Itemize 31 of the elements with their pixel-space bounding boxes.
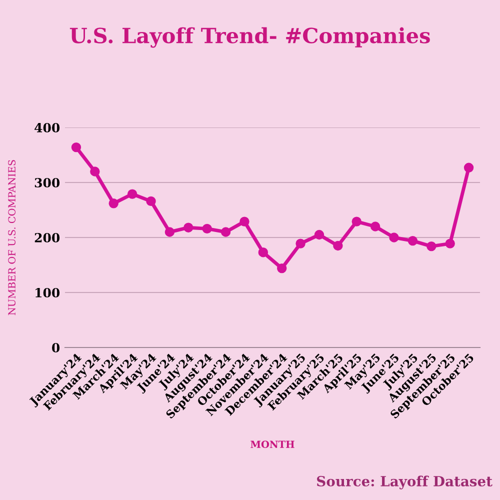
y-tick-label: 0 [52,342,60,352]
point [146,196,156,206]
point [389,232,399,242]
point [296,238,306,248]
y-tick-label: 300 [34,178,60,188]
point [333,240,343,251]
point [314,230,324,240]
source-note: Source: Layoff Dataset [317,476,492,490]
chart-title: U.S. Layoff Trend- #Companies [70,27,430,48]
point [90,166,100,176]
point [202,224,212,234]
point [258,247,268,258]
point [445,238,455,248]
point [127,189,138,199]
point [352,216,362,226]
point [276,263,287,274]
point [240,216,250,226]
point [164,227,175,237]
point [426,241,436,252]
point [370,222,380,232]
point [464,162,474,173]
point [184,222,194,232]
y-tick-label: 400 [34,122,60,132]
x-axis-title: MONTH [250,440,294,448]
point [408,236,418,246]
y-axis-title: NUMBER OF U.S. COMPANIES [8,160,16,316]
y-tick-label: 100 [36,288,60,298]
point [220,227,231,237]
y-tick-label: 200 [34,232,60,242]
point [108,198,118,208]
point [71,142,82,152]
